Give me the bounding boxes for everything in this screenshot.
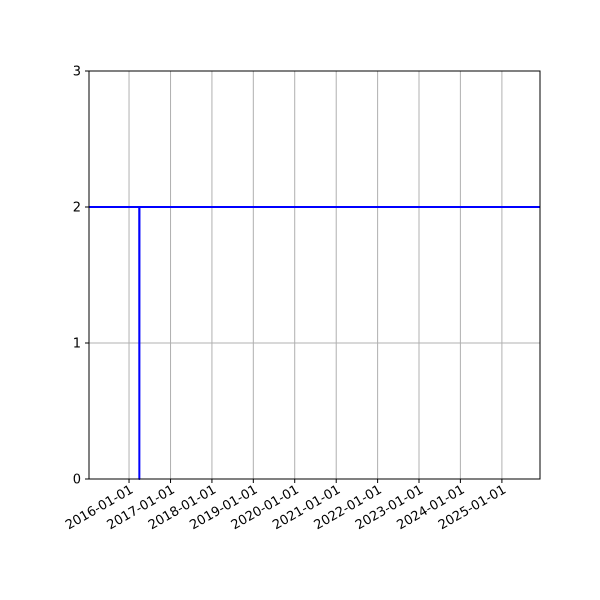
y-tick-label: 3 <box>73 65 81 80</box>
y-tick-label: 2 <box>73 201 81 216</box>
ticks: 2016-01-012017-01-012018-01-012019-01-01… <box>63 65 509 534</box>
grid <box>89 70 540 480</box>
plot-border <box>88 70 541 480</box>
y-tick-label: 1 <box>73 337 81 352</box>
y-tick-label: 0 <box>73 473 81 488</box>
